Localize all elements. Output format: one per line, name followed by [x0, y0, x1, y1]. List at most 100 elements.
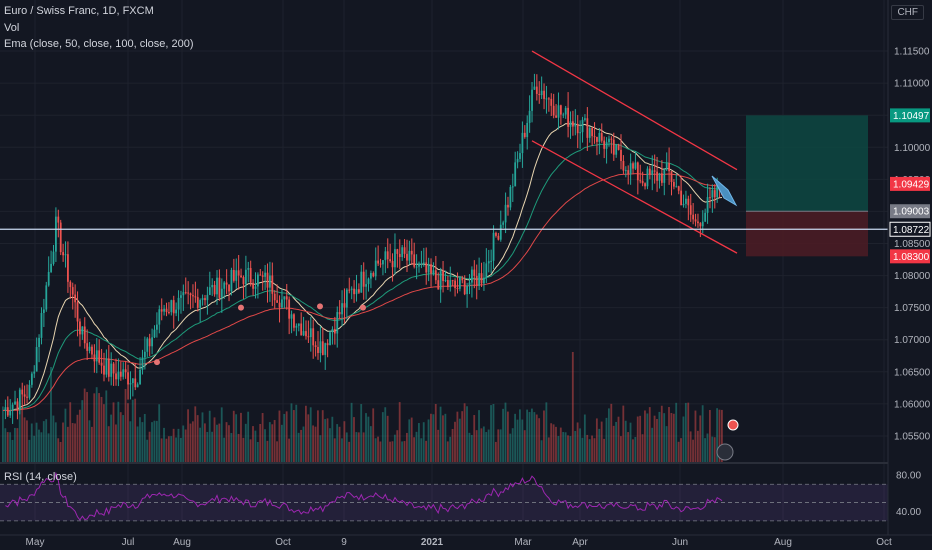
volume-bar	[531, 408, 533, 462]
candle-body	[495, 232, 497, 236]
candle-body	[367, 278, 370, 285]
volume-bar	[574, 430, 577, 462]
candle-body	[555, 115, 557, 118]
candle-body	[401, 247, 404, 258]
volume-bar	[182, 425, 185, 462]
price-tick-label: 1.06500	[894, 367, 931, 378]
axis-background	[888, 0, 932, 550]
volume-bar	[713, 437, 716, 462]
candle-body	[653, 170, 656, 172]
candle-body	[365, 284, 368, 287]
volume-bar	[235, 414, 238, 462]
candle-body	[355, 289, 358, 295]
candle-body	[297, 323, 300, 326]
candle-body	[413, 254, 416, 267]
candle-body	[331, 329, 334, 333]
candle-body	[247, 268, 250, 270]
candle-body	[321, 341, 324, 355]
chart-grid	[0, 0, 932, 520]
volume-bar	[670, 412, 673, 462]
candle-body	[153, 329, 156, 338]
candle-body	[273, 293, 276, 301]
candle-body	[131, 378, 134, 384]
candle-body	[76, 302, 79, 322]
volume-bar	[341, 438, 343, 462]
candle-body	[716, 184, 719, 198]
volume-bar	[309, 407, 312, 462]
candle-body	[103, 365, 105, 375]
candle-body	[208, 287, 211, 295]
candle-body	[574, 123, 577, 127]
volume-bar	[158, 404, 161, 462]
candle-body	[499, 224, 502, 240]
candle-body	[314, 345, 317, 347]
candle-body	[158, 309, 161, 325]
candle-body	[16, 401, 19, 410]
candle-body	[256, 274, 259, 287]
volume-bar	[127, 403, 129, 462]
candle-body	[422, 262, 425, 264]
candle-body	[357, 289, 360, 293]
candle-body	[552, 105, 555, 116]
volume-legend: Vol	[4, 22, 20, 34]
volume-bar	[372, 408, 375, 462]
volume-bar	[167, 436, 170, 462]
volume-bar	[668, 407, 670, 462]
candle-body	[473, 269, 476, 276]
volume-bar	[658, 411, 661, 462]
volume-bar	[143, 413, 146, 462]
volume-bar	[694, 410, 697, 462]
volume-bar	[268, 422, 271, 462]
volume-bar	[499, 429, 502, 462]
candle-body	[670, 171, 673, 182]
volume-bar	[213, 417, 216, 462]
volume-bar	[21, 409, 24, 462]
candle-body	[100, 362, 103, 366]
price-tick-label: 1.05500	[894, 431, 931, 442]
channel-upper-line	[531, 50, 738, 171]
volume-bar	[415, 431, 418, 462]
price-tick-label: 1.08500	[894, 239, 931, 250]
candle-body	[610, 138, 613, 140]
volume-bar	[665, 426, 668, 462]
volume-bar	[567, 435, 569, 462]
candle-body	[244, 269, 247, 285]
candle-body	[709, 197, 711, 199]
candle-body	[545, 98, 548, 100]
volume-bar	[191, 421, 194, 462]
candle-body	[170, 300, 173, 313]
candle-body	[211, 284, 214, 288]
volume-bar	[692, 439, 694, 462]
candle-body	[21, 389, 24, 395]
time-tick-label: Mar	[514, 537, 532, 548]
volume-bar	[88, 420, 91, 462]
candle-body	[538, 93, 541, 96]
candle-body	[23, 394, 26, 397]
volume-bar	[607, 408, 610, 462]
volume-bar	[42, 421, 45, 462]
volume-bar	[557, 436, 560, 462]
candle-body	[430, 264, 432, 274]
candle-body	[9, 410, 12, 416]
candle-body	[425, 262, 428, 273]
volume-bar	[550, 423, 553, 462]
time-tick-label: Aug	[173, 537, 191, 548]
volume-bar	[636, 416, 639, 462]
volume-bar	[247, 411, 250, 462]
currency-button[interactable]: CHF	[891, 5, 924, 20]
candle-body	[285, 296, 288, 300]
volume-bar	[644, 410, 646, 462]
candle-body	[576, 123, 579, 134]
volume-bar	[533, 412, 536, 462]
volume-bar	[290, 403, 293, 462]
candle-body	[377, 260, 380, 264]
volume-bar	[307, 414, 310, 462]
price-label: 1.09003	[893, 207, 930, 218]
candle-body	[300, 323, 303, 336]
trend-channel	[531, 50, 738, 254]
volume-bar	[81, 400, 84, 462]
candle-body	[591, 128, 594, 137]
volume-bar	[543, 410, 545, 462]
candle-body	[288, 299, 291, 319]
